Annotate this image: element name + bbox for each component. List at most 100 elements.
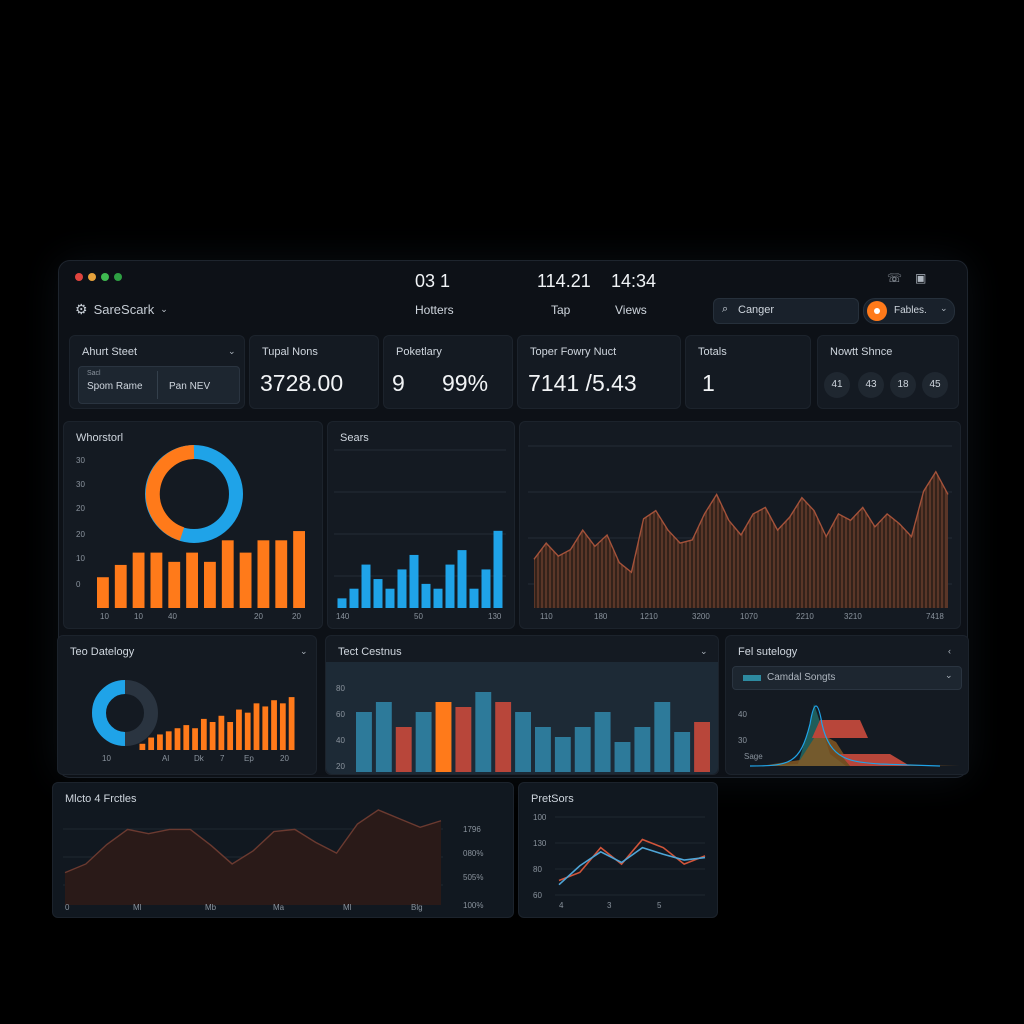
- bar: [421, 583, 431, 608]
- y-tick: 40: [336, 736, 345, 745]
- y-tick: 130: [533, 839, 547, 848]
- series-line: [64, 809, 442, 874]
- y-tick: 100: [533, 813, 547, 822]
- stat-card-poketlary[interactable]: Poketlary 9 99%: [383, 335, 513, 409]
- bar: [174, 728, 181, 750]
- bar: [385, 588, 395, 608]
- x-tick: 3200: [692, 612, 710, 621]
- panel-mlcto: Mlcto 4 Frctles 1796 080% 505% 100% 0 Ml…: [52, 782, 514, 918]
- stat-card-tupal[interactable]: Tupal Nons 3728.00: [249, 335, 379, 409]
- nav-hotters[interactable]: Hotters: [415, 303, 454, 317]
- x-tick: 40: [168, 612, 177, 621]
- bar: [457, 550, 467, 608]
- bar: [349, 588, 359, 608]
- stat-value: 3728.00: [260, 370, 344, 396]
- x-tick: 20: [292, 612, 301, 621]
- bar: [535, 727, 551, 772]
- stat-field[interactable]: Sacl Spom Rame Pan NEV: [78, 366, 240, 404]
- x-tick: Ep: [244, 754, 254, 763]
- bar: [209, 722, 216, 750]
- x-tick: Ml: [133, 903, 142, 912]
- bar: [409, 554, 419, 608]
- bar: [132, 552, 145, 608]
- x-tick: 50: [414, 612, 423, 621]
- curve-chart: [749, 704, 962, 767]
- phone-icon[interactable]: ☏: [887, 271, 903, 285]
- x-tick: Al: [162, 754, 170, 763]
- bar: [293, 531, 305, 608]
- x-tick: 1070: [740, 612, 758, 621]
- x-tick: Ml: [343, 903, 352, 912]
- grid-lines: [334, 449, 506, 577]
- filter-button-41[interactable]: 41: [824, 372, 850, 398]
- y-tick: 60: [336, 710, 345, 719]
- x-tick: 0: [65, 903, 70, 912]
- series-line: [558, 846, 706, 886]
- bar-chart: [356, 692, 710, 772]
- stat-card-ahurt[interactable]: Ahurt Steet ⌄ Sacl Spom Rame Pan NEV: [69, 335, 245, 409]
- bar-chart: [97, 531, 305, 608]
- stat-card-totals[interactable]: Totals 1: [685, 335, 811, 409]
- dataset-dropdown[interactable]: Camdal Songts ⌄: [732, 666, 962, 690]
- x-tick: 2210: [796, 612, 814, 621]
- stat-title: Totals: [698, 346, 727, 358]
- bar: [674, 732, 691, 772]
- search-icon: ⌕: [722, 303, 729, 315]
- bar: [150, 552, 163, 608]
- panel-fel-sutelogy: Fel sutelogy ‹ Camdal Songts ⌄ 40 30 Sag…: [725, 635, 969, 775]
- panel-title: Mlcto 4 Frctles: [65, 793, 137, 805]
- bar-chart: [139, 697, 295, 750]
- y-tick: 0: [76, 580, 81, 589]
- filter-button-43[interactable]: 43: [858, 372, 884, 398]
- bar: [236, 709, 242, 750]
- chevron-down-icon[interactable]: ⌄: [228, 346, 236, 356]
- y-tick: 30: [76, 456, 85, 465]
- bar: [227, 722, 234, 750]
- y-tick: 80: [533, 865, 542, 874]
- brand[interactable]: ⚙ SareScark ⌄: [75, 301, 168, 318]
- chevron-down-icon: ⌄: [940, 303, 948, 313]
- close-dot-icon[interactable]: [75, 273, 83, 281]
- filter-button-45[interactable]: 45: [922, 372, 948, 398]
- nav-tap[interactable]: Tap: [551, 303, 571, 317]
- bar: [395, 727, 412, 772]
- bar: [97, 577, 109, 608]
- bar: [433, 588, 443, 608]
- stat-field-small: Sacl: [87, 370, 101, 377]
- calendar-icon[interactable]: ▣: [915, 271, 927, 285]
- bar: [375, 702, 392, 772]
- bar: [397, 569, 407, 608]
- chevron-down-icon[interactable]: ⌄: [700, 646, 708, 656]
- stat-card-toper[interactable]: Toper Fowry Nuct 7141 /5.43: [517, 335, 681, 409]
- x-tick: 130: [488, 612, 502, 621]
- right-label: 1796: [463, 825, 481, 834]
- bar: [168, 561, 181, 608]
- stat-value: 7141 /5.43: [528, 370, 637, 396]
- stat-value-a: 9: [392, 370, 405, 396]
- stat-card-nowtt[interactable]: Nowtt Shnce 41 43 18 45: [817, 335, 959, 409]
- x-tick: 4: [559, 901, 564, 910]
- bar: [114, 564, 127, 608]
- x-tick: 10: [102, 754, 111, 763]
- chevron-down-icon[interactable]: ⌄: [300, 646, 308, 656]
- x-tick: 7418: [926, 612, 944, 621]
- nav-views[interactable]: Views: [615, 303, 647, 317]
- y-tick: 30: [738, 736, 747, 745]
- bar: [244, 712, 251, 750]
- minimize-dot-icon[interactable]: [88, 273, 96, 281]
- panel-area-large: 110 180 1210 3200 1070 2210 3210 7418: [519, 421, 961, 629]
- x-tick: Ma: [273, 903, 285, 912]
- clock-mid: 114.21: [537, 271, 591, 291]
- profile-menu[interactable]: Fables. ⌄: [863, 298, 955, 324]
- y-tick: 60: [533, 891, 542, 900]
- panel-title: Fel sutelogy: [738, 646, 798, 658]
- bar: [594, 712, 611, 772]
- bar: [204, 561, 216, 608]
- y-tick: 10: [76, 554, 85, 563]
- filter-button-18[interactable]: 18: [890, 372, 916, 398]
- maximize-dot-icon[interactable]: [101, 273, 109, 281]
- series-line: [558, 838, 706, 882]
- chevron-left-icon[interactable]: ‹: [948, 646, 951, 656]
- bar: [515, 712, 531, 772]
- search-input[interactable]: ⌕ Canger: [713, 298, 859, 324]
